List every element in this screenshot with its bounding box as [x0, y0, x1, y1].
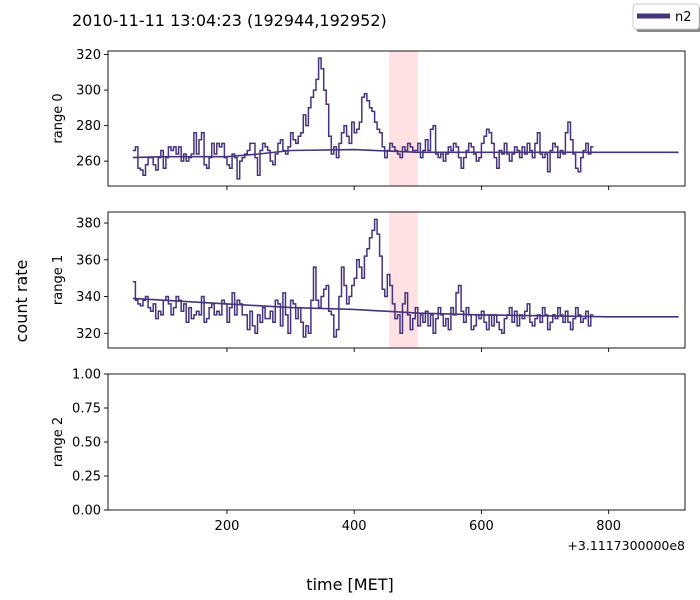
background-model-line — [132, 148, 679, 159]
panel-1: 320 340 360 380 range 1 — [51, 211, 686, 352]
chart-title: 2010-11-11 13:04:23 (192944,192952) — [72, 11, 387, 30]
highlight-span — [389, 51, 418, 186]
panel-frame — [107, 50, 686, 187]
panel-2: 0.00 0.25 0.50 0.75 1.00 200 400 600 800 range 2 — [51, 368, 686, 534]
background-model-line — [132, 297, 679, 318]
legend: n2 — [632, 3, 700, 32]
x-tick-label: 200 — [215, 519, 240, 534]
panel-0: 260 280 300 320 range 0 — [51, 48, 686, 190]
y-tick-label: 0.50 — [72, 436, 101, 451]
x-axis-label: time [MET] — [306, 575, 393, 594]
y-axis-label: count rate — [12, 260, 31, 343]
count-rate-step-line — [132, 218, 594, 338]
x-offset-label: +3.1117300000e8 — [567, 538, 685, 553]
y-tick-label: 360 — [76, 253, 101, 268]
panel-label: range 0 — [51, 93, 66, 143]
y-tick-label: 0.75 — [72, 402, 101, 417]
y-tick-label: 320 — [76, 327, 101, 342]
count-rate-step-line — [132, 57, 594, 180]
x-tick-label: 600 — [469, 519, 494, 534]
y-tick-label: 1.00 — [72, 368, 101, 383]
y-tick-label: 280 — [76, 119, 101, 134]
y-tick-label: 320 — [76, 48, 101, 63]
highlight-span — [389, 212, 418, 348]
y-tick-label: 340 — [76, 290, 101, 305]
panel-label: range 2 — [51, 417, 66, 467]
y-tick-label: 300 — [76, 84, 101, 99]
panel-frame — [107, 211, 686, 349]
x-tick-label: 800 — [596, 519, 621, 534]
panels: 260 280 300 320 range 0 320 340 360 380 range 1 0.… — [51, 48, 686, 534]
panel-frame — [107, 373, 686, 511]
y-tick-label: 260 — [76, 155, 101, 170]
y-tick-label: 0.25 — [72, 470, 101, 485]
legend-label-n2: n2 — [675, 10, 692, 25]
x-tick-label: 400 — [342, 519, 367, 534]
y-tick-label: 380 — [76, 217, 101, 232]
panel-label: range 1 — [51, 255, 66, 305]
y-tick-label: 0.00 — [72, 504, 101, 519]
